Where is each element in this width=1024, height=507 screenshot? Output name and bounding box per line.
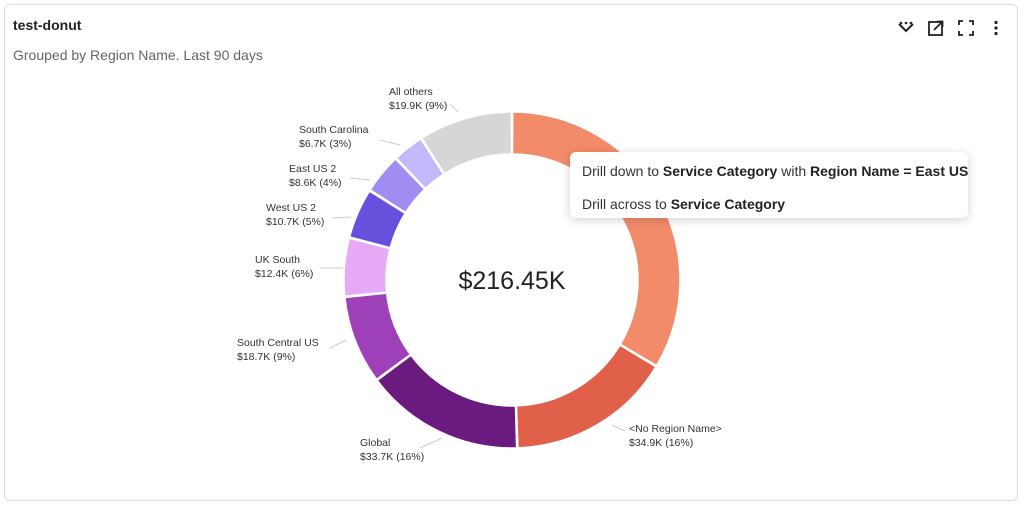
donut-slice-global[interactable] — [376, 354, 518, 449]
slice-label: <No Region Name> — [629, 423, 722, 435]
slice-label: West US 2 — [266, 202, 316, 214]
label-leader-line — [449, 103, 459, 113]
label-leader-line — [379, 139, 401, 146]
slice-value-label: $8.6K (4%) — [289, 177, 342, 189]
donut-slice-south-central-us[interactable] — [344, 292, 412, 381]
donut-slice-east-us-2[interactable] — [369, 157, 426, 214]
slice-value-label: $19.9K (9%) — [389, 100, 447, 112]
slice-value-label: $10.7K (5%) — [266, 216, 324, 228]
drill-down-option[interactable]: Drill down to Service Category with Regi… — [582, 163, 968, 179]
drill-down-target: Service Category — [662, 163, 778, 179]
donut-center-total: $216.45K — [458, 267, 565, 295]
slice-label: All others — [389, 86, 433, 98]
drill-down-filter: Region Name = East US — [810, 163, 969, 179]
drill-across-option[interactable]: Drill across to Service Category — [582, 196, 785, 212]
slice-label: UK South — [255, 254, 300, 266]
open-external-icon[interactable] — [925, 17, 947, 39]
slice-value-label: $34.9K (16%) — [629, 437, 693, 449]
slice-value-label: $18.7K (9%) — [237, 351, 295, 363]
panel-toolbar — [895, 17, 1007, 39]
donut-slice-south-carolina[interactable] — [395, 137, 445, 190]
slice-label: South Carolina — [299, 124, 369, 136]
donut-slice-west-us-2[interactable] — [348, 190, 407, 249]
label-leader-line — [331, 216, 352, 219]
more-menu-icon[interactable] — [985, 17, 1007, 39]
filter-icon[interactable] — [895, 17, 917, 39]
drill-across-prefix: Drill across to — [582, 196, 671, 212]
donut-slice-all-others[interactable] — [420, 111, 513, 175]
drill-down-prefix: Drill down to — [582, 163, 663, 179]
slice-label: South Central US — [237, 337, 319, 349]
label-leader-line — [349, 177, 371, 181]
panel-title: test-donut — [13, 17, 82, 33]
drill-tooltip: Drill down to Service Category with Regi… — [570, 152, 968, 218]
panel-subtitle: Grouped by Region Name. Last 90 days — [13, 47, 263, 63]
label-leader-line — [329, 339, 347, 349]
fullscreen-icon[interactable] — [955, 17, 977, 39]
donut-slice-no-region-name[interactable] — [515, 344, 657, 449]
donut-slice-east-us[interactable] — [511, 111, 681, 367]
slice-label: East US 2 — [289, 163, 336, 175]
slice-label: Global — [360, 437, 390, 449]
label-leader-line — [419, 437, 443, 449]
donut-slice-uk-south[interactable] — [343, 237, 391, 297]
drill-down-mid: with — [777, 163, 811, 179]
slice-value-label: $33.7K (16%) — [360, 451, 424, 463]
slice-value-label: $6.7K (3%) — [299, 138, 352, 150]
drill-across-target: Service Category — [670, 196, 786, 212]
slice-value-label: $12.4K (6%) — [255, 268, 313, 280]
label-leader-line — [611, 424, 626, 432]
